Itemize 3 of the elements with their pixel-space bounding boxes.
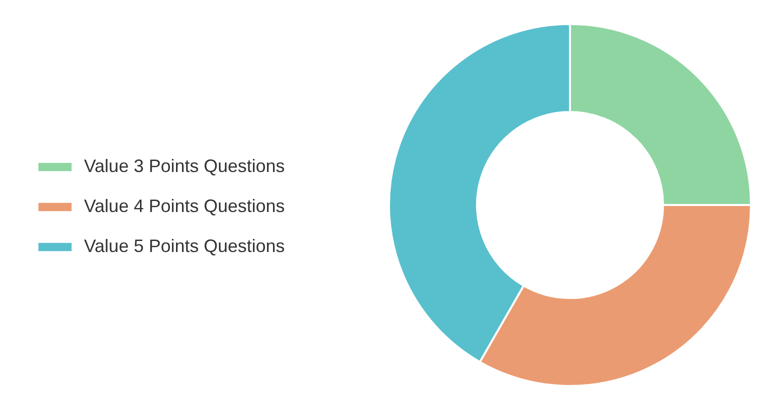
legend-label: Value 3 Points Questions — [84, 156, 285, 176]
legend-label: Value 4 Points Questions — [84, 196, 285, 216]
legend-label: Value 5 Points Questions — [84, 236, 285, 256]
